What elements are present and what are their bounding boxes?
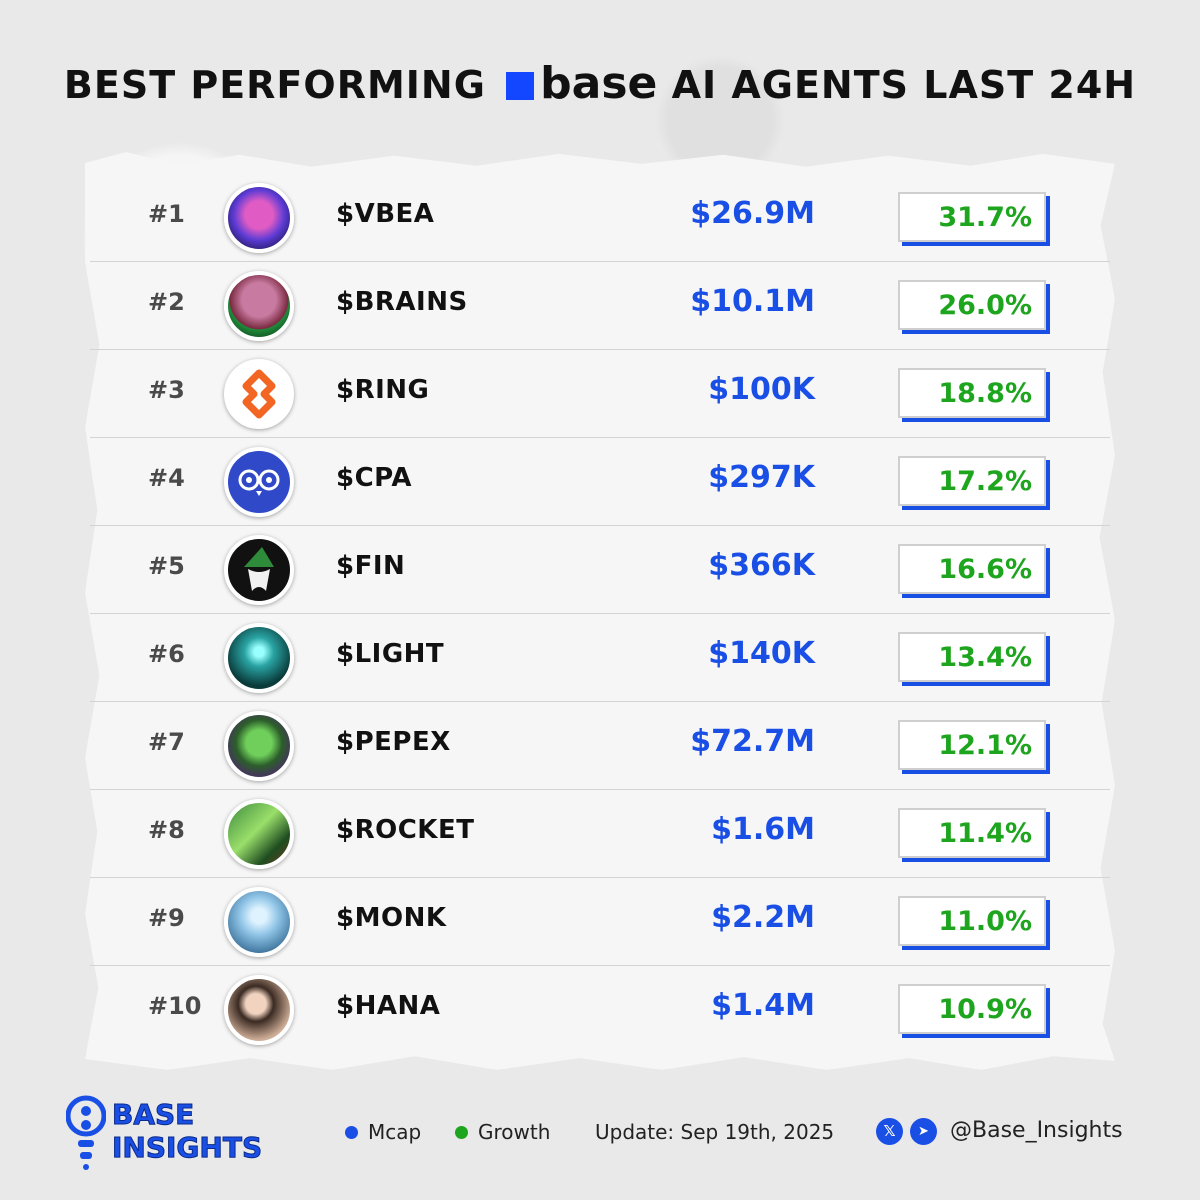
brand-wordmark: BASE INSIGHTS [111,1098,263,1165]
ticker-label: $FIN [336,551,406,581]
growth-value: 11.4% [898,808,1046,858]
brand-line-2: INSIGHTS [111,1131,263,1165]
rank-label: #4 [148,464,185,492]
hana-avatar [224,975,294,1045]
mcap-value: $26.9M [690,196,815,231]
base-insights-logo-icon [66,1095,106,1170]
mcap-value: $140K [708,636,815,671]
title-brand: base [540,58,658,109]
rank-label: #3 [148,376,185,404]
table-row: #1 $VBEA $26.9M 31.7% [90,174,1110,262]
growth-value: 18.8% [898,368,1046,418]
table-row: #9 $MONK $2.2M 11.0% [90,878,1110,966]
ticker-label: $CPA [336,463,412,493]
legend-mcap: Mcap [345,1120,421,1144]
x-icon[interactable]: 𝕏 [876,1118,903,1145]
growth-value: 11.0% [898,896,1046,946]
rank-label: #10 [148,992,202,1020]
fin-avatar [224,535,294,605]
mcap-value: $366K [708,548,815,583]
growth-value: 17.2% [898,456,1046,506]
ticker-label: $ROCKET [336,815,475,845]
vbea-avatar [224,183,294,253]
rocket-avatar [224,799,294,869]
growth-value: 12.1% [898,720,1046,770]
ticker-label: $PEPEX [336,727,451,757]
growth-value: 31.7% [898,192,1046,242]
ticker-label: $HANA [336,991,441,1021]
cpa-avatar [224,447,294,517]
ticker-label: $BRAINS [336,287,468,317]
rank-label: #2 [148,288,185,316]
rank-label: #1 [148,200,185,228]
rank-label: #7 [148,728,185,756]
telegram-icon[interactable]: ➤ [910,1118,937,1145]
monk-avatar [224,887,294,957]
page-title: BEST PERFORMING base AI AGENTS LAST 24H [0,58,1200,109]
rank-label: #5 [148,552,185,580]
growth-value: 13.4% [898,632,1046,682]
mcap-value: $297K [708,460,815,495]
mcap-value: $72.7M [690,724,815,759]
growth-value: 10.9% [898,984,1046,1034]
legend-mcap-label: Mcap [368,1120,422,1144]
brains-avatar [224,271,294,341]
growth-value: 26.0% [898,280,1046,330]
social-handle[interactable]: @Base_Insights [950,1118,1123,1143]
ticker-label: $VBEA [336,199,435,229]
ring-avatar [224,359,294,429]
ticker-label: $RING [336,375,430,405]
brand-line-1: BASE [111,1098,195,1132]
table-row: #5 $FIN $366K 16.6% [90,526,1110,614]
mcap-value: $1.4M [711,988,815,1023]
table-row: #10 $HANA $1.4M 10.9% [90,966,1110,1054]
owl-icon [238,469,280,496]
table-row: #2 $BRAINS $10.1M 26.0% [90,262,1110,350]
rank-label: #8 [148,816,185,844]
legend-growth-label: Growth [478,1120,551,1144]
table-row: #7 $PEPEX $72.7M 12.1% [90,702,1110,790]
base-square-icon [506,72,535,100]
rank-label: #6 [148,640,185,668]
green-dot-icon [455,1126,468,1139]
growth-value: 16.6% [898,544,1046,594]
wizard-icon [244,547,274,591]
title-before: BEST PERFORMING [63,63,486,107]
table-row: #6 $LIGHT $140K 13.4% [90,614,1110,702]
mcap-value: $10.1M [690,284,815,319]
legend-growth: Growth [455,1120,550,1144]
update-date: Update: Sep 19th, 2025 [595,1120,835,1144]
ticker-label: $MONK [336,903,447,933]
mcap-value: $100K [708,372,815,407]
ring-logo-icon [242,369,276,419]
mcap-value: $2.2M [711,900,815,935]
table-row: #8 $ROCKET $1.6M 11.4% [90,790,1110,878]
rank-label: #9 [148,904,185,932]
blue-dot-icon [345,1126,358,1139]
table-row: #3 $RING $100K 18.8% [90,350,1110,438]
table-row: #4 $CPA $297K 17.2% [90,438,1110,526]
ticker-label: $LIGHT [336,639,445,669]
pepex-avatar [224,711,294,781]
title-after: AI AGENTS LAST 24H [671,63,1137,107]
light-avatar [224,623,294,693]
mcap-value: $1.6M [711,812,815,847]
